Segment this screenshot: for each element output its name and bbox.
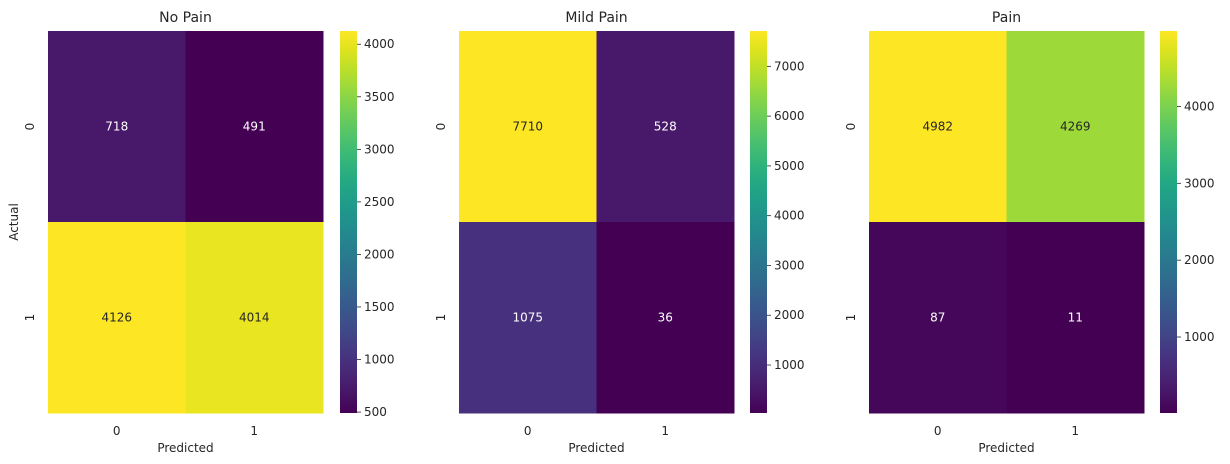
heatmap-cell (459, 222, 597, 414)
heatmap-cell (596, 31, 735, 223)
cell-value-label: 4982 (922, 120, 953, 134)
chart-title: Pain (992, 10, 1021, 26)
x-tick-label: 1 (1071, 424, 1079, 438)
colorbar-tick-label: 500 (364, 405, 387, 419)
cell-value-label: 528 (654, 120, 677, 134)
x-tick-label: 0 (934, 424, 942, 438)
y-tick-label: 1 (23, 314, 37, 322)
cell-value-label: 36 (658, 311, 673, 325)
y-tick-label: 0 (23, 123, 37, 131)
x-axis-label: Predicted (568, 441, 624, 455)
y-tick-label: 0 (434, 123, 448, 131)
colorbar-tick-label: 6000 (774, 109, 805, 123)
cell-value-label: 4014 (239, 311, 270, 325)
heatmap-cell (459, 31, 597, 223)
cell-value-label: 87 (930, 311, 945, 325)
y-tick-label: 1 (434, 314, 448, 322)
y-tick-label: 0 (844, 123, 858, 131)
colorbar-tick-label: 1000 (364, 353, 395, 367)
x-tick-label: 1 (661, 424, 669, 438)
colorbar-tick-label: 2000 (1184, 253, 1215, 267)
cell-value-label: 4269 (1060, 120, 1091, 134)
x-axis-label: Predicted (978, 441, 1034, 455)
colorbar-tick-label: 1000 (774, 358, 805, 372)
x-tick-label: 0 (113, 424, 121, 438)
heatmap-cell (1006, 222, 1145, 414)
heatmap-cell (869, 31, 1007, 223)
colorbar-tick-label: 4000 (774, 209, 805, 223)
heatmap-cell (48, 222, 186, 414)
x-tick-label: 1 (250, 424, 258, 438)
cell-value-label: 1075 (512, 311, 543, 325)
colorbar (750, 31, 767, 413)
y-axis-label: Actual (7, 203, 21, 241)
x-tick-label: 0 (524, 424, 532, 438)
heatmap-cell (869, 222, 1007, 414)
colorbar-tick-label: 2000 (364, 247, 395, 261)
colorbar-tick-label: 2000 (774, 308, 805, 322)
heatmap-cell (1006, 31, 1145, 223)
cell-value-label: 11 (1068, 311, 1083, 325)
y-tick-label: 1 (844, 314, 858, 322)
chart-title: Mild Pain (565, 10, 627, 26)
colorbar-tick-label: 7000 (774, 59, 805, 73)
heatmap-cell (596, 222, 735, 414)
heatmap-cell (185, 222, 324, 414)
colorbar (1160, 31, 1177, 413)
colorbar-tick-label: 5000 (774, 159, 805, 173)
colorbar-tick-label: 3500 (364, 90, 395, 104)
cell-value-label: 4126 (101, 311, 132, 325)
cell-value-label: 7710 (512, 120, 543, 134)
colorbar-tick-label: 2500 (364, 195, 395, 209)
heatmap-cell (48, 31, 186, 223)
x-axis-label: Predicted (157, 441, 213, 455)
heatmap-cell (185, 31, 324, 223)
colorbar-tick-label: 4000 (1184, 99, 1215, 113)
colorbar-tick-label: 3000 (1184, 176, 1215, 190)
cell-value-label: 718 (105, 120, 128, 134)
colorbar-tick-label: 1000 (1184, 330, 1215, 344)
colorbar-tick-label: 1500 (364, 300, 395, 314)
colorbar (340, 31, 357, 413)
colorbar-tick-label: 4000 (364, 37, 395, 51)
chart-title: No Pain (159, 10, 212, 26)
colorbar-tick-label: 3000 (364, 142, 395, 156)
colorbar-tick-label: 3000 (774, 258, 805, 272)
cell-value-label: 491 (243, 120, 266, 134)
